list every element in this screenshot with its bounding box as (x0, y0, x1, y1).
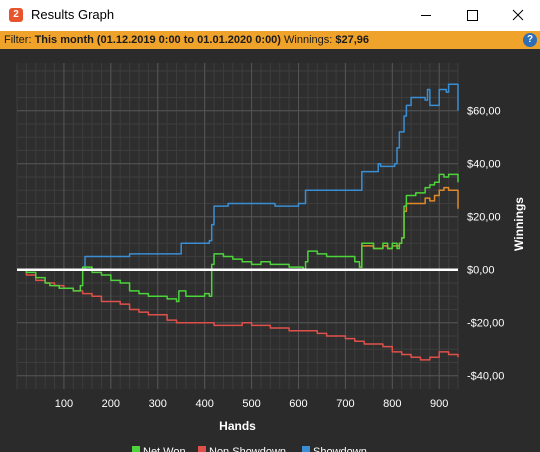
close-button[interactable] (495, 0, 540, 31)
y-tick-label: $60,00 (467, 106, 501, 118)
window-title: Results Graph (31, 7, 115, 22)
x-tick-label: 900 (430, 398, 448, 410)
filter-label: Filter: (4, 34, 32, 46)
legend-swatch (302, 446, 310, 452)
title-bar: 2 Results Graph (0, 0, 540, 31)
y-tick-label: -$40,00 (467, 371, 504, 383)
legend-label: Showdown (313, 446, 367, 452)
x-tick-label: 200 (102, 398, 120, 410)
results-graph: $60,00 $40,00 $20,00 $0,00 -$20,00 -$40,00 100… (0, 49, 540, 452)
filter-value[interactable]: This month (01.12.2019 0:00 to 01.01.202… (34, 34, 281, 46)
x-tick-label: 500 (242, 398, 260, 410)
help-icon[interactable]: ? (523, 33, 537, 47)
filter-bar: Filter: This month (01.12.2019 0:00 to 0… (0, 31, 540, 49)
legend-swatch (198, 446, 206, 452)
minimize-icon (421, 15, 431, 16)
y-tick-label: -$20,00 (467, 318, 504, 330)
legend-swatch (132, 446, 140, 452)
y-tick-label: $20,00 (467, 212, 501, 224)
close-icon (512, 9, 524, 21)
x-tick-label: 400 (195, 398, 213, 410)
x-tick-label: 300 (149, 398, 167, 410)
app-icon: 2 (9, 8, 23, 22)
x-axis-title: Hands (219, 419, 256, 433)
x-tick-label: 100 (55, 398, 73, 410)
x-tick-label: 800 (383, 398, 401, 410)
maximize-button[interactable] (449, 0, 495, 31)
x-tick-label: 700 (336, 398, 354, 410)
showdown-series-line (17, 83, 459, 271)
plot-area (17, 63, 458, 389)
x-tick-label: 600 (289, 398, 307, 410)
y-tick-label: $40,00 (467, 159, 501, 171)
results-chart: $60,00 $40,00 $20,00 $0,00 -$20,00 -$40,00 100… (16, 63, 526, 452)
legend-label: Net Won (143, 446, 186, 452)
y-tick-label: $0,00 (467, 265, 495, 277)
net-won-series-line (17, 173, 459, 303)
legend-label: Non Showdown (209, 446, 286, 452)
y-axis-title: Winnings (512, 197, 526, 251)
winnings-label: Winnings: (284, 34, 333, 46)
minimize-button[interactable] (403, 0, 449, 31)
winnings-value: $27,96 (335, 34, 370, 46)
non-showdown-series-line (17, 268, 459, 361)
maximize-icon (467, 10, 478, 21)
